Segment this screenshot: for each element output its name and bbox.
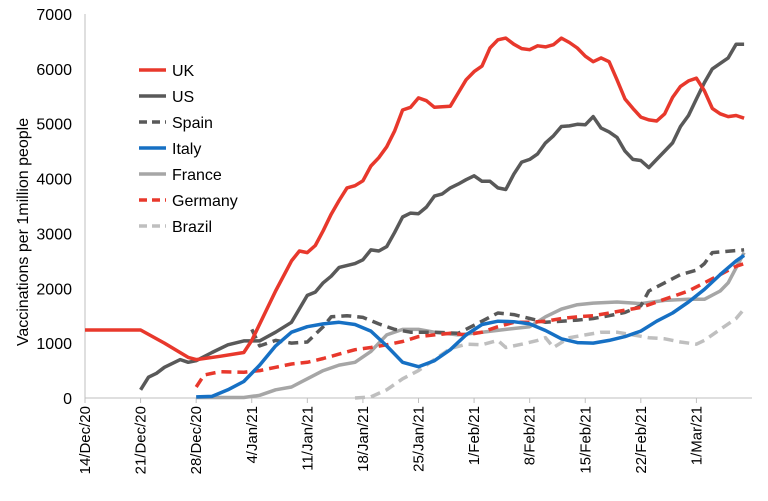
series-line-germany [194,261,745,388]
legend-label-us: US [172,89,194,106]
y-tick-label: 6000 [36,62,72,79]
legend-label-spain: Spain [172,115,213,132]
y-tick-label: 1000 [36,336,72,353]
x-axis: 14/Dec/20 21/Dec/20 28/Dec/20 4/Jan/21 11/Ja… [77,397,752,474]
x-tick-label: 18/Jan/21 [355,406,372,472]
series-line-spain [250,248,745,348]
series-line-italy [196,253,746,399]
y-axis: 0 1000 2000 3000 4000 5000 6000 7000 [36,7,86,408]
y-axis-title: Vaccinations per 1million people [15,118,32,346]
x-tick-label: 8/Feb/21 [522,406,539,465]
x-tick-label: 1/Mar/21 [688,406,705,465]
x-tick-label: 22/Feb/21 [633,406,650,474]
x-tick-label: 15/Feb/21 [577,406,594,474]
x-tick-label: 11/Jan/21 [299,406,316,471]
series-lines [85,36,746,400]
series-line-uk [85,36,745,362]
series-line-france [196,251,746,400]
x-tick-label: 25/Jan/21 [411,406,428,472]
legend-label-germany: Germany [172,193,238,210]
y-tick-label: 4000 [36,172,72,189]
legend-label-uk: UK [172,63,195,80]
y-tick-label: 5000 [36,117,72,134]
legend: UK US Spain Italy France Germany Brazil [139,63,238,236]
y-tick-label: 0 [63,391,72,408]
series-line-us [139,42,745,391]
legend-label-brazil: Brazil [172,219,212,236]
x-tick-label: 28/Dec/20 [188,406,205,474]
x-tick-label: 21/Dec/20 [133,406,150,474]
x-tick-label: 1/Feb/21 [466,406,483,465]
x-tick-label: 14/Dec/20 [77,406,94,474]
y-tick-label: 3000 [36,226,72,243]
y-tick-label: 2000 [36,281,72,298]
legend-label-italy: Italy [172,141,201,158]
x-tick-label: 4/Jan/21 [244,406,261,464]
legend-label-france: France [172,167,222,184]
y-tick-label: 7000 [36,7,72,24]
